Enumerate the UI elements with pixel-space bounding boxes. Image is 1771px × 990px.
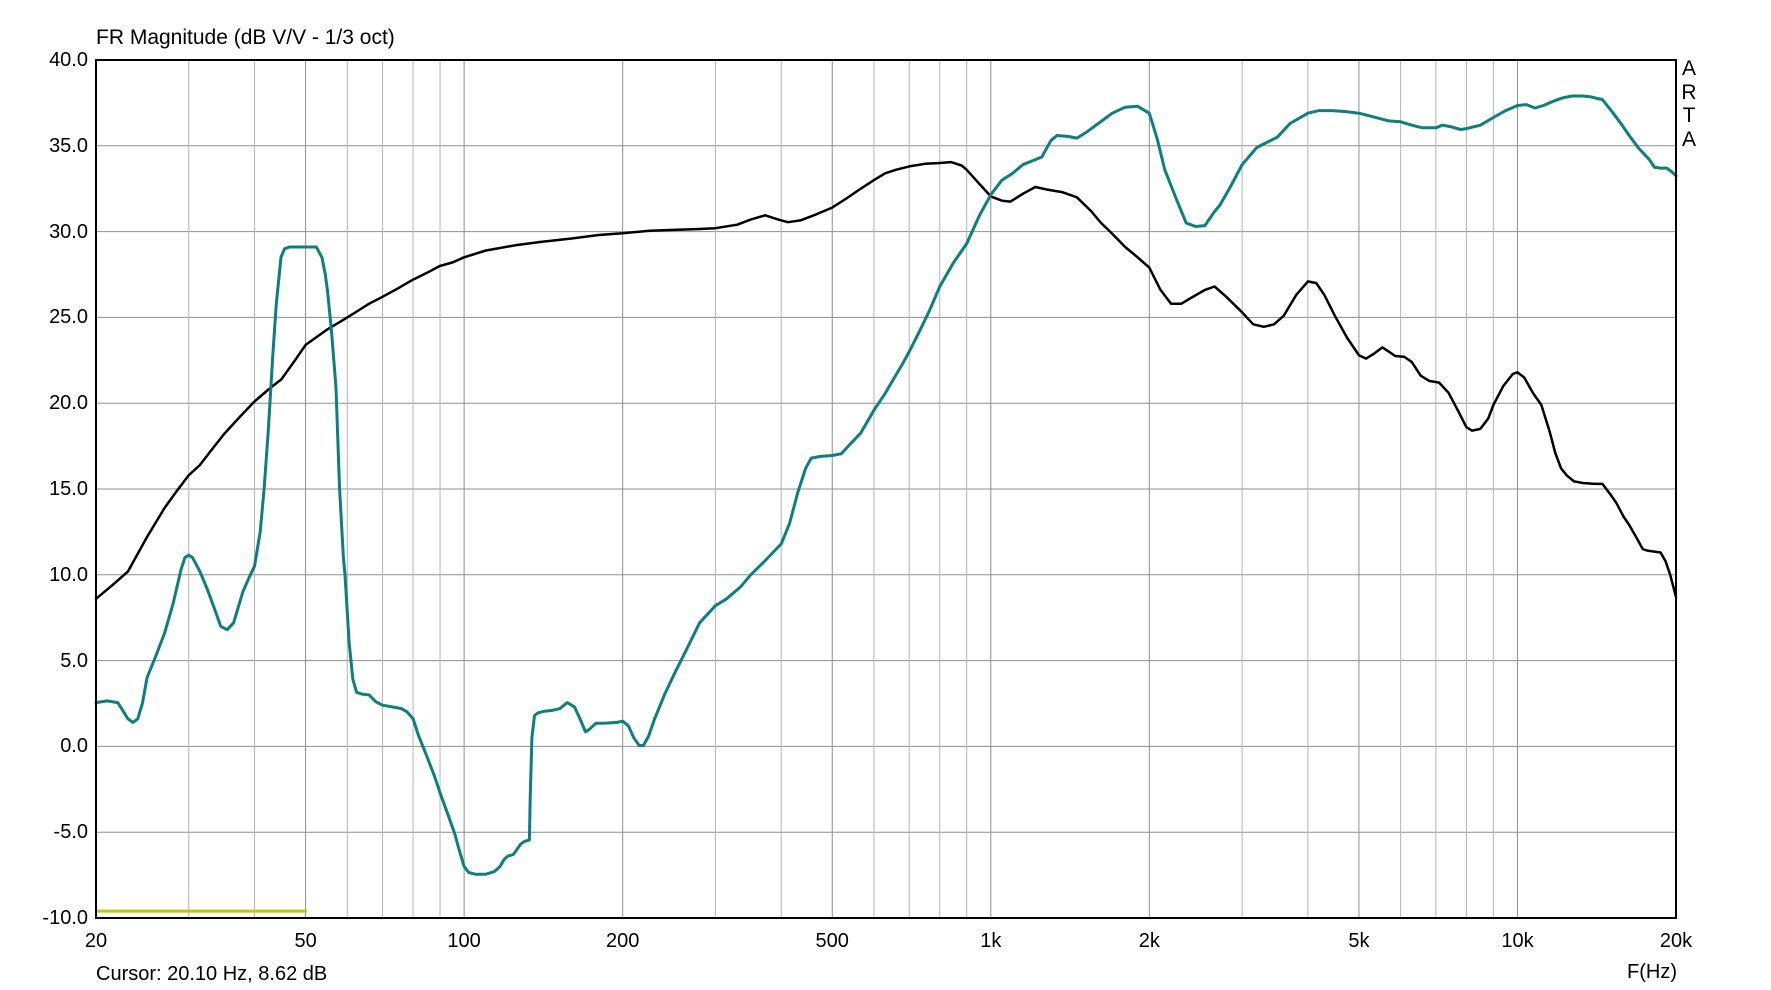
y-tick-label: 25.0 xyxy=(49,306,88,329)
y-tick-label: 10.0 xyxy=(49,563,88,586)
plot-border xyxy=(95,59,1677,919)
x-tick-label: 10k xyxy=(1501,930,1534,952)
y-tick-label: 15.0 xyxy=(49,478,88,500)
trace-teal-curve xyxy=(94,94,1678,876)
y-tick-label: 0.0 xyxy=(60,735,88,758)
x-tick-label: 20k xyxy=(1659,930,1693,952)
arta-watermark-letter: R xyxy=(1681,80,1697,104)
x-tick-label: 100 xyxy=(447,930,481,952)
y-tick-label: 35.0 xyxy=(49,134,88,157)
x-tick-label: 200 xyxy=(605,930,640,952)
x-axis-unit-label: F(Hz) xyxy=(1627,961,1677,983)
y-tick-label: 40.0 xyxy=(49,49,88,71)
x-tick-label: 5k xyxy=(1348,930,1370,952)
x-tick-label: 20 xyxy=(84,930,108,952)
arta-watermark-letter: T xyxy=(1682,104,1696,127)
x-tick-label: 1k xyxy=(980,930,1002,952)
arta-watermark-letter: A xyxy=(1681,57,1696,80)
trace-black-curve xyxy=(94,160,1678,601)
x-tick-label: 500 xyxy=(815,930,849,952)
arta-watermark-letter: A xyxy=(1681,127,1696,151)
x-tick-label: 2k xyxy=(1138,930,1160,952)
y-tick-label: 30.0 xyxy=(49,220,88,243)
y-tick-label: -10.0 xyxy=(42,907,88,929)
y-tick-label: 20.0 xyxy=(49,392,88,415)
y-tick-label: -5.0 xyxy=(53,821,88,844)
x-tick-label: 50 xyxy=(294,930,317,952)
chart-title: FR Magnitude (dB V/V - 1/3 oct) xyxy=(96,26,395,49)
y-tick-label: 5.0 xyxy=(60,649,88,672)
cursor-readout: Cursor: 20.10 Hz, 8.62 dB xyxy=(96,963,328,985)
